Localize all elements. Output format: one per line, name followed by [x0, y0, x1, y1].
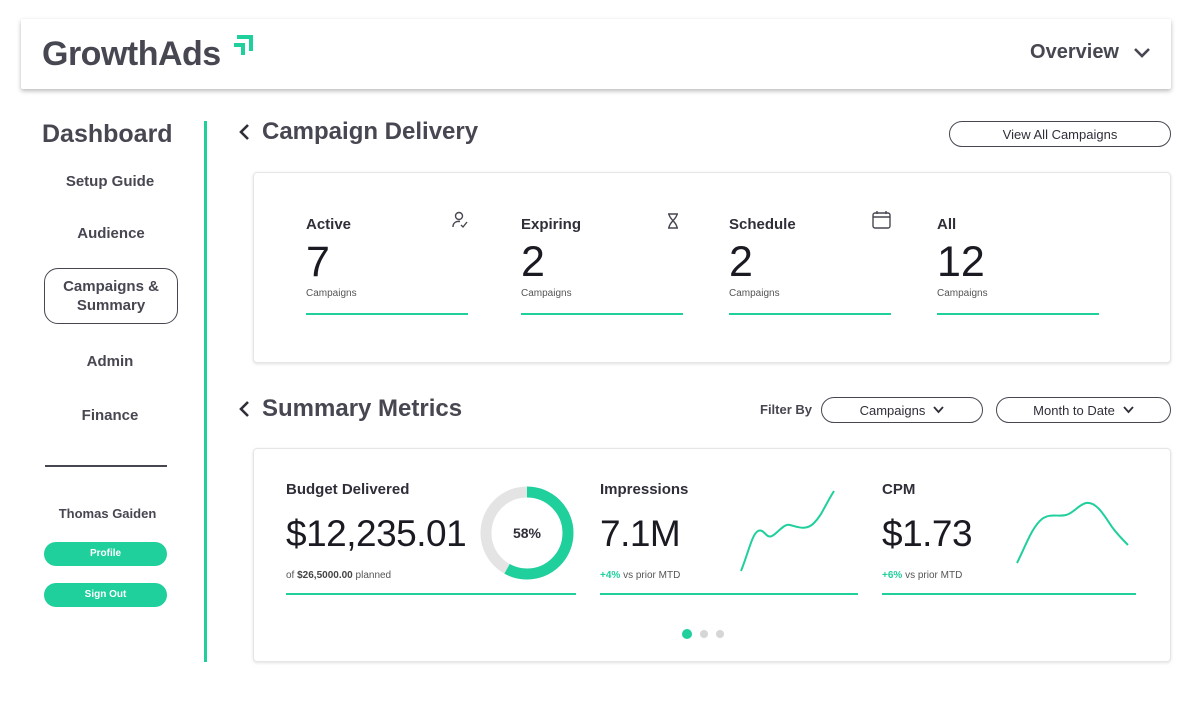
stat-label: Schedule — [729, 216, 796, 233]
sidebar-item-finance[interactable]: Finance — [81, 407, 139, 424]
sidebar-title: Dashboard — [42, 120, 173, 148]
sidebar-item-campaigns-summary[interactable]: Campaigns & Summary — [44, 268, 178, 324]
metric-label: CPM — [882, 481, 916, 498]
stat-label: Active — [306, 216, 352, 233]
stat-unit: Campaigns — [729, 288, 780, 299]
stat-unit: Campaigns — [306, 288, 357, 299]
stat-expiring[interactable]: Expiring 2 Campaigns — [521, 211, 683, 315]
growth-arrow-icon — [234, 35, 253, 55]
impressions-metric[interactable]: Impressions 7.1M +4% vs prior MTD — [600, 479, 858, 595]
section-title: Summary Metrics — [262, 395, 463, 422]
planned-prefix: of — [286, 570, 295, 581]
planned-amount: $26,5000.00 — [297, 570, 353, 581]
stat-unit: Campaigns — [521, 288, 572, 299]
stat-all[interactable]: All 12 Campaigns — [937, 211, 1099, 315]
campaigns-filter-dropdown[interactable]: Campaigns — [821, 397, 983, 423]
stat-unit: Campaigns — [937, 288, 988, 299]
user-check-icon — [452, 211, 468, 229]
view-all-campaigns-button[interactable]: View All Campaigns — [949, 121, 1171, 147]
sidebar-item-setup-guide[interactable]: Setup Guide — [65, 173, 155, 190]
sidebar-divider — [45, 465, 167, 467]
metric-label: Impressions — [600, 481, 689, 498]
profile-button[interactable]: Profile — [44, 542, 167, 566]
top-bar: GrowthAds Overview — [21, 19, 1171, 89]
campaign-delivery-card: Active 7 Campaigns Expiring 2 Campaigns … — [253, 172, 1171, 363]
stat-label: All — [937, 216, 957, 233]
chevron-left-icon[interactable] — [238, 400, 252, 418]
overview-label: Overview — [1030, 41, 1119, 63]
change-value: +4% — [600, 570, 621, 581]
metric-value: $1.73 — [882, 513, 973, 554]
cpm-metric[interactable]: CPM $1.73 +6% vs prior MTD — [882, 479, 1136, 595]
change-text: +4% vs prior MTD — [600, 570, 680, 581]
budget-planned-text: of $26,5000.00 planned — [286, 570, 391, 581]
sign-out-button[interactable]: Sign Out — [44, 583, 167, 607]
chevron-down-icon — [933, 406, 945, 414]
app-logo[interactable]: GrowthAds — [42, 35, 221, 73]
stat-value: 2 — [521, 238, 545, 286]
pagination-dot-active[interactable] — [682, 629, 692, 639]
stat-value: 12 — [937, 238, 985, 286]
donut-percent: 58% — [513, 525, 542, 541]
planned-suffix: planned — [355, 570, 392, 581]
pagination-dot[interactable] — [716, 630, 724, 638]
cpm-sparkline — [1016, 501, 1129, 564]
user-name: Thomas Gaiden — [58, 506, 157, 521]
overview-selector[interactable]: Overview — [1030, 41, 1151, 64]
summary-metrics-header: Summary Metrics — [238, 395, 462, 423]
budget-delivered-metric[interactable]: Budget Delivered $12,235.01 of $26,5000.… — [286, 479, 576, 595]
sparkline-path — [740, 490, 835, 572]
chevron-down-icon — [1123, 406, 1134, 414]
donut-progress — [480, 486, 574, 580]
stat-schedule[interactable]: Schedule 2 Campaigns — [729, 211, 891, 315]
change-suffix: vs prior MTD — [905, 570, 963, 581]
stat-active[interactable]: Active 7 Campaigns — [306, 211, 468, 315]
period-filter-value: Month to Date — [1033, 402, 1115, 418]
summary-metrics-card: Budget Delivered $12,235.01 of $26,5000.… — [253, 448, 1171, 662]
hourglass-icon — [668, 213, 678, 229]
sidebar-separator — [204, 121, 207, 662]
campaign-delivery-header: Campaign Delivery — [238, 118, 478, 146]
metric-value: $12,235.01 — [286, 513, 467, 554]
metric-value: 7.1M — [600, 513, 681, 554]
metric-label: Budget Delivered — [286, 481, 410, 498]
stat-label: Expiring — [521, 216, 582, 233]
campaigns-filter-value: Campaigns — [859, 402, 926, 418]
calendar-icon — [872, 211, 891, 229]
impressions-sparkline — [740, 490, 835, 572]
section-title: Campaign Delivery — [262, 118, 479, 145]
budget-donut-chart: 58% — [480, 486, 574, 580]
change-suffix: vs prior MTD — [623, 570, 681, 581]
change-value: +6% — [882, 570, 903, 581]
chevron-down-icon — [1134, 47, 1150, 58]
stat-value: 2 — [729, 238, 753, 286]
stat-value: 7 — [306, 238, 330, 286]
sidebar: Dashboard Setup Guide Audience Campaigns… — [0, 112, 210, 672]
chevron-left-icon[interactable] — [238, 123, 252, 141]
change-text: +6% vs prior MTD — [882, 570, 962, 581]
sidebar-item-audience[interactable]: Audience — [77, 225, 145, 242]
pagination-dot[interactable] — [700, 630, 708, 638]
sparkline-path — [1016, 501, 1129, 564]
filter-label: Filter By — [760, 402, 813, 417]
sidebar-item-admin[interactable]: Admin — [86, 353, 134, 370]
period-filter-dropdown[interactable]: Month to Date — [996, 397, 1171, 423]
